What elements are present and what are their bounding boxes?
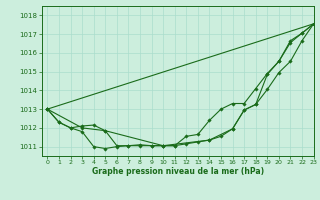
X-axis label: Graphe pression niveau de la mer (hPa): Graphe pression niveau de la mer (hPa)	[92, 167, 264, 176]
